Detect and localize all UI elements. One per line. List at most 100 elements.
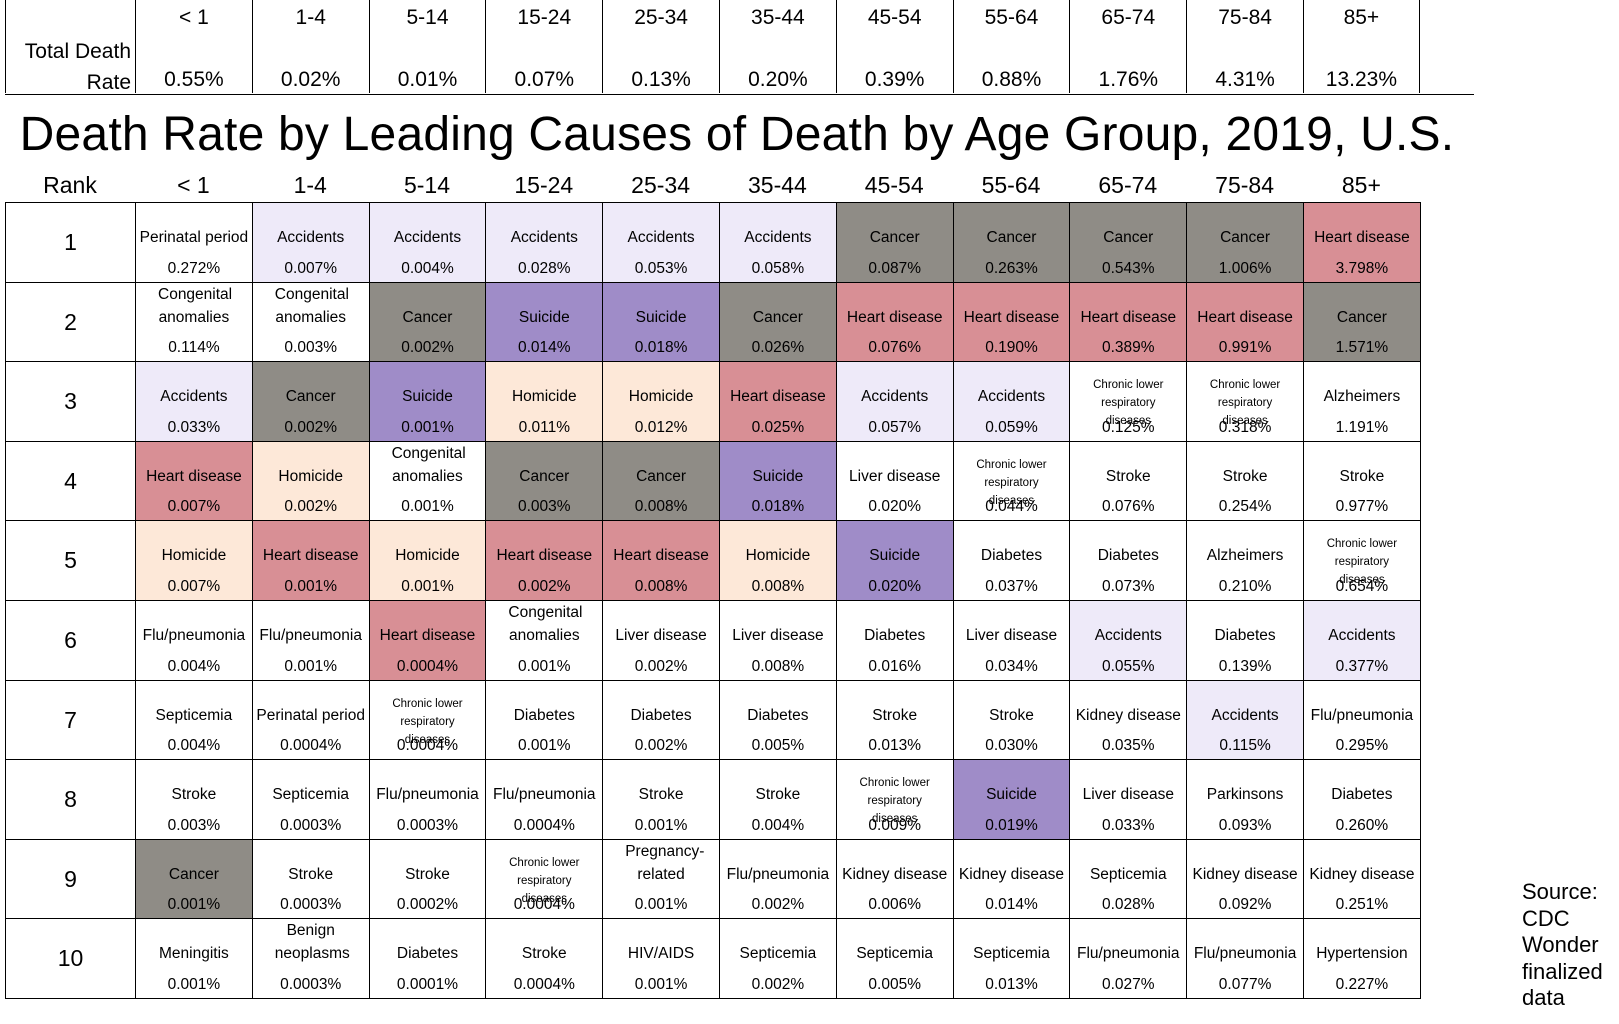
cause-death-rate: 0.016% <box>868 657 921 675</box>
cause-name: Homicide <box>161 547 227 565</box>
cause-cell: Heart disease 0.007% <box>135 440 252 521</box>
cause-cell: Flu/pneumonia 0.295% <box>1303 679 1420 760</box>
cause-name: Stroke <box>638 786 684 804</box>
cause-cell: Heart disease 0.002% <box>485 520 603 600</box>
cause-name: Diabetes <box>396 945 459 963</box>
cause-name: Cancer <box>402 308 453 326</box>
cause-cell: Pregnancy-related 0.001% <box>602 838 719 919</box>
cause-name: Suicide <box>752 467 804 485</box>
cause-death-rate: 0.654% <box>1335 577 1389 595</box>
cause-cell: Stroke 0.0004% <box>485 918 603 998</box>
cause-cell: Kidney disease 0.092% <box>1186 838 1303 919</box>
cause-death-rate: 0.991% <box>1218 339 1272 357</box>
cause-cell: Chronic lower respiratory diseases 0.0004… <box>368 679 486 760</box>
cause-cell: Diabetes 0.0001% <box>368 918 486 998</box>
top-age-group-label: 35-44 <box>751 6 805 29</box>
cause-cell: Homicide 0.001% <box>368 520 486 600</box>
age-group-header: < 1 <box>177 172 210 198</box>
cause-death-rate: 0.260% <box>1335 816 1389 834</box>
cause-name: Homicide <box>278 467 343 485</box>
total-death-rate-label: Total Death Rate <box>5 0 135 94</box>
cause-death-rate: 0.027% <box>1102 975 1155 993</box>
source-note: Source: CDC Wonder finalized data <box>1522 879 1603 1012</box>
cause-cell: Diabetes 0.005% <box>719 679 836 760</box>
top-age-group-label: < 1 <box>179 6 209 29</box>
cause-cell: Stroke 0.004% <box>719 759 836 839</box>
cause-cell: Kidney disease 0.006% <box>835 838 953 919</box>
total-death-rate-value: 0.88% <box>981 68 1042 91</box>
top-age-group-label: 25-34 <box>634 6 688 29</box>
cause-death-rate: 0.977% <box>1335 498 1389 516</box>
age-group-header: 15-24 <box>514 172 574 198</box>
rank-label: 3 <box>5 361 135 441</box>
cause-death-rate: 0.0003% <box>280 896 342 914</box>
cause-death-rate: 0.005% <box>751 737 805 755</box>
cause-death-rate: 0.227% <box>1335 975 1389 993</box>
cause-death-rate: 0.210% <box>1218 577 1272 595</box>
cause-death-rate: 0.002% <box>284 418 337 436</box>
cause-name: Chronic lower respiratory diseases <box>976 458 1047 507</box>
cause-cell: Accidents 0.028% <box>485 202 603 282</box>
cause-cell: Diabetes 0.037% <box>952 520 1070 600</box>
total-death-rate-cell: 55-64 0.88% <box>952 0 1070 93</box>
cause-name: Alzheimers <box>1323 388 1401 406</box>
cause-cell: Accidents 0.004% <box>368 202 486 282</box>
cause-cell: Suicide 0.001% <box>368 361 486 441</box>
cause-death-rate: 0.009% <box>868 816 921 834</box>
cause-name: Diabetes <box>1331 786 1393 804</box>
top-age-group-label: 5-14 <box>406 6 449 29</box>
total-death-rate-value: 0.01% <box>397 68 458 91</box>
cause-name: Suicide <box>402 388 453 406</box>
total-death-rate-cell: 1-4 0.02% <box>251 0 369 93</box>
cause-cell: Homicide 0.002% <box>251 440 369 521</box>
top-age-group-label: 55-64 <box>984 6 1039 29</box>
cause-cell: Accidents 0.053% <box>602 202 719 282</box>
total-death-rate-cell: 75-84 4.31% <box>1186 0 1303 93</box>
cause-cell: Heart disease 3.798% <box>1303 202 1420 282</box>
age-group-header: 1-4 <box>293 172 327 198</box>
total-death-rate-value: 0.20% <box>748 68 808 91</box>
cause-name: Flu/pneumonia <box>1077 945 1180 963</box>
cause-death-rate: 0.272% <box>167 259 221 277</box>
cause-death-rate: 0.006% <box>868 896 921 914</box>
cause-name: Heart disease <box>963 308 1060 326</box>
cause-cell: Heart disease 0.0004% <box>368 600 486 680</box>
cause-cell: Chronic lower respiratory diseases 0.125% <box>1069 361 1187 441</box>
total-death-rate-cell: < 1 0.55% <box>135 0 252 93</box>
cause-death-rate: 0.139% <box>1218 657 1272 675</box>
cause-name: Cancer <box>869 229 920 246</box>
cause-cell: Flu/pneumonia 0.027% <box>1069 918 1187 998</box>
total-death-rate-cell: 15-24 0.07% <box>485 0 602 93</box>
cause-death-rate: 0.008% <box>751 657 805 675</box>
rank-header: Rank <box>43 172 97 198</box>
cause-name: Stroke <box>755 786 801 804</box>
cause-cell: Septicemia 0.005% <box>835 918 953 998</box>
cause-death-rate: 0.087% <box>868 259 921 277</box>
cause-name: Suicide <box>518 308 570 326</box>
cause-death-rate: 0.295% <box>1335 737 1389 755</box>
cause-death-rate: 0.001% <box>634 816 688 834</box>
cause-cell: Diabetes 0.260% <box>1303 759 1420 839</box>
cause-death-rate: 0.0001% <box>396 975 459 993</box>
cause-death-rate: 0.377% <box>1335 657 1389 675</box>
chart-title: Death Rate by Leading Causes of Death by… <box>19 108 1455 161</box>
cause-cell: Homicide 0.011% <box>485 361 603 441</box>
cause-death-rate: 0.044% <box>985 498 1038 516</box>
cause-cell: Accidents 0.007% <box>251 202 369 282</box>
cause-name: Heart disease <box>846 308 943 326</box>
cause-name: Flu/pneumonia <box>142 627 246 644</box>
cause-cell: Congenital anomalies 0.001% <box>368 440 486 521</box>
cause-name: Chronic lower respiratory diseases <box>509 856 580 905</box>
cause-death-rate: 0.125% <box>1102 418 1155 436</box>
rank-label: 1 <box>5 202 135 282</box>
cause-name: Flu/pneumonia <box>726 865 830 883</box>
cause-death-rate: 0.037% <box>985 577 1038 595</box>
age-group-header: 65-74 <box>1098 172 1158 198</box>
cause-name: Accidents <box>393 229 462 246</box>
cause-cell: Liver disease 0.033% <box>1069 759 1187 839</box>
cause-cell: Homicide 0.008% <box>719 520 836 600</box>
total-death-rate-cell: 5-14 0.01% <box>368 0 486 93</box>
cause-name: Suicide <box>986 786 1037 804</box>
cause-name: Heart disease <box>1080 308 1177 326</box>
cause-name: Stroke <box>1105 467 1151 485</box>
